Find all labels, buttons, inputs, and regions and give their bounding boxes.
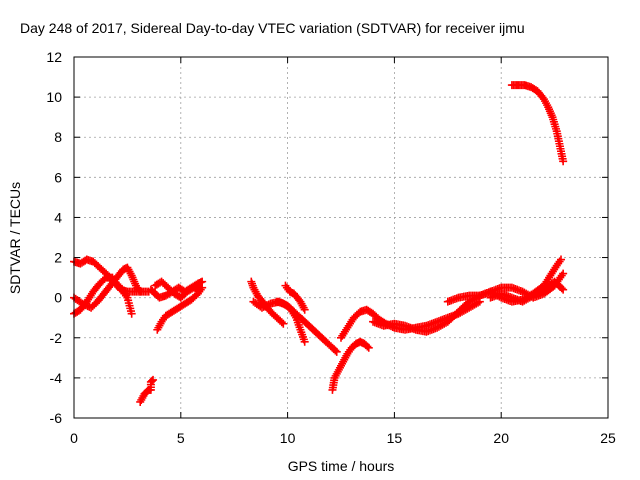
y-tick-label: -4 [50, 370, 63, 386]
series-track-10 [272, 297, 309, 346]
series-track-12 [328, 337, 373, 394]
y-tick-label: -2 [50, 330, 63, 346]
y-tick-label: -6 [50, 410, 63, 426]
y-tick-label: 6 [54, 169, 62, 185]
chart-title: Day 248 of 2017, Sidereal Day-to-day VTE… [20, 20, 525, 36]
x-tick-label: 10 [280, 430, 296, 446]
data-point [127, 309, 136, 318]
x-tick-label: 15 [387, 430, 403, 446]
series-track-5 [151, 277, 205, 302]
series-track-16 [486, 277, 568, 306]
y-tick-label: 12 [46, 49, 62, 65]
data-point [559, 157, 568, 166]
data-point [332, 347, 341, 356]
x-tick-label: 25 [600, 430, 616, 446]
data-point [363, 342, 372, 351]
data-point [279, 319, 288, 328]
data-point [557, 284, 566, 293]
data-points [70, 81, 568, 406]
data-point [300, 337, 309, 346]
y-tick-label: 4 [54, 209, 62, 225]
series-track-3 [70, 263, 145, 312]
y-axis-label: SDTVAR / TECUs [7, 182, 23, 294]
data-point [300, 305, 309, 314]
series-track-6 [153, 283, 207, 334]
series-track-7 [136, 375, 158, 406]
data-point [331, 346, 340, 355]
x-tick-label: 20 [493, 430, 509, 446]
data-point [136, 287, 145, 296]
data-point [147, 376, 156, 385]
x-tick-label: 5 [177, 430, 185, 446]
y-tick-label: 8 [54, 129, 62, 145]
data-point [149, 375, 158, 384]
y-tick-label: 0 [54, 290, 62, 306]
tick-labels: 0 5 10 15 20 25 -6 -4 -2 0 2 4 6 8 10 12 [46, 49, 616, 446]
x-axis-label: GPS time / hours [288, 458, 395, 474]
plot-frame [73, 56, 609, 419]
data-point [559, 285, 568, 294]
series-track-17 [507, 81, 568, 166]
data-point [559, 269, 568, 278]
y-tick-label: 2 [54, 250, 62, 266]
data-point [557, 255, 566, 264]
x-tick-label: 0 [70, 430, 78, 446]
data-point [198, 283, 207, 292]
y-tick-label: 10 [46, 89, 62, 105]
grid-lines [74, 57, 608, 418]
data-point [364, 343, 373, 352]
data-point [277, 318, 286, 327]
series-track-11 [281, 281, 309, 314]
